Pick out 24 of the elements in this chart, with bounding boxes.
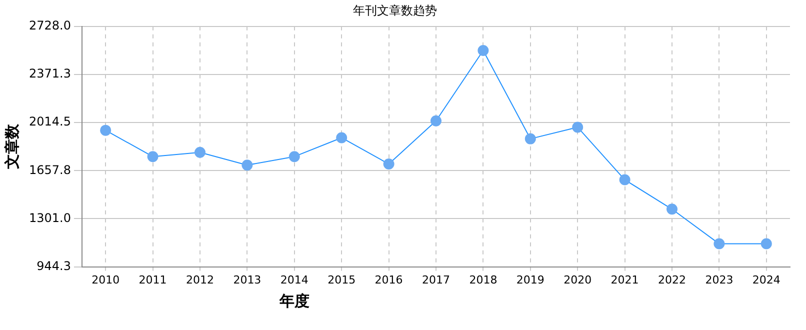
- x-axis-title: 年度: [278, 292, 310, 310]
- x-tick-label: 2019: [516, 273, 544, 286]
- chart-title: 年刊文章数趋势: [353, 3, 437, 18]
- y-tick-label: 944.3: [36, 258, 71, 273]
- x-tick-label: 2015: [328, 273, 356, 286]
- x-tick-label: 2016: [374, 273, 403, 286]
- x-tick-label: 2013: [233, 273, 262, 286]
- x-tick-label: 2011: [138, 273, 167, 286]
- x-tick-label: 2022: [658, 273, 686, 286]
- x-tick-label: 2014: [280, 273, 308, 286]
- y-tick-label: 2014.5: [28, 114, 71, 129]
- x-tick-label: 2010: [92, 273, 120, 286]
- x-tick-label: 2023: [705, 273, 734, 286]
- x-tick-label: 2018: [469, 273, 498, 286]
- x-tick-label: 2020: [564, 273, 592, 286]
- x-tick-label: 2024: [752, 273, 780, 286]
- y-axis-title: 文章数: [2, 123, 21, 170]
- x-tick-label: 2017: [422, 273, 450, 286]
- x-tick-label: 2012: [186, 273, 214, 286]
- y-tick-label: 1301.0: [28, 210, 71, 225]
- y-tick-label: 1657.8: [28, 162, 71, 177]
- y-tick-label: 2728.0: [28, 18, 71, 33]
- x-tick-label: 2021: [610, 273, 639, 286]
- y-tick-label: 2371.3: [28, 66, 71, 81]
